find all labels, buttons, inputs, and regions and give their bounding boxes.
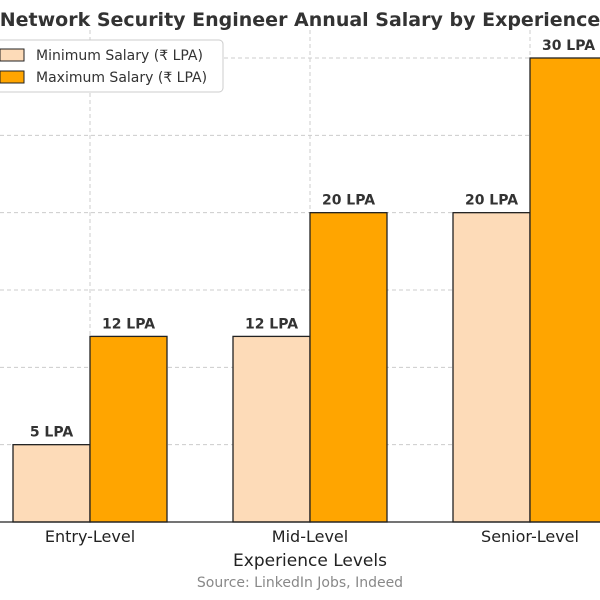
data-label: 20 LPA: [322, 193, 375, 209]
legend-swatch-min: [0, 48, 25, 62]
x-tick-label: Entry-Level: [45, 527, 135, 546]
legend-swatch-max: [0, 70, 25, 84]
legend: Minimum Salary (₹ LPA) Maximum Salary (₹…: [0, 39, 224, 93]
bar-max-salary: [309, 212, 388, 523]
data-label: 12 LPA: [102, 316, 155, 332]
legend-label-min: Minimum Salary (₹ LPA): [36, 48, 203, 64]
data-labels-layer: 5 LPA 12 LPA 20 LPA 12 LPA 20 LPA 30 LPA: [30, 38, 595, 441]
data-label: 12 LPA: [245, 316, 298, 332]
bar-min-salary: [12, 444, 91, 523]
data-label: 30 LPA: [542, 38, 595, 54]
data-label: 20 LPA: [465, 193, 518, 209]
legend-box: [0, 39, 224, 93]
chart-title: Network Security Engineer Annual Salary …: [0, 9, 600, 31]
source-note: Source: LinkedIn Jobs, Indeed: [197, 575, 403, 591]
bar-min-salary: [232, 335, 311, 523]
x-tick-label: Mid-Level: [272, 527, 348, 546]
x-axis-label: Experience Levels: [233, 551, 387, 571]
bars-layer: [12, 57, 600, 523]
legend-label-max: Maximum Salary (₹ LPA): [36, 70, 207, 86]
data-label: 5 LPA: [30, 425, 74, 441]
x-tick-labels: Entry-Level Mid-Level Senior-Level: [45, 527, 579, 546]
bar-max-salary: [529, 57, 600, 523]
x-tick-label: Senior-Level: [481, 527, 579, 546]
bar-min-salary: [452, 212, 531, 523]
bar-max-salary: [89, 335, 168, 523]
